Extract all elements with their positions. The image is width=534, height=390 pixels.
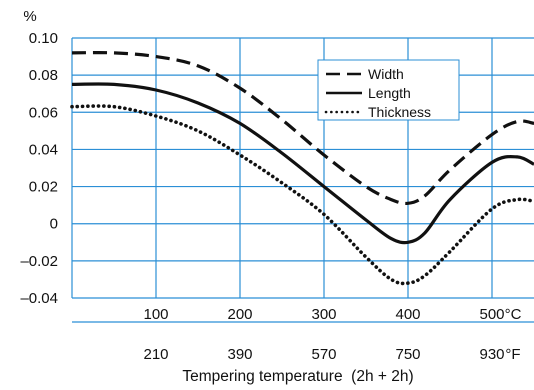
x-tick-label-celsius: 500 <box>479 306 504 323</box>
series-line-length <box>71 82 534 245</box>
y-tick-label: 0.08 <box>29 67 58 84</box>
legend-label-width: Width <box>368 66 404 82</box>
y-tick-label: 0.10 <box>29 30 58 47</box>
legend-box <box>317 59 460 121</box>
x-tick-label-celsius: 100 <box>143 306 168 323</box>
x-tick-label-celsius: 300 <box>311 306 336 323</box>
series-line-width <box>71 50 534 206</box>
series-lines <box>70 50 534 286</box>
x-tick-label-fahrenheit: 930 <box>479 346 504 363</box>
legend: Width Length Thickness <box>317 59 460 121</box>
x-tick-label-fahrenheit: 570 <box>311 346 336 363</box>
y-tick-label: 0.06 <box>29 104 58 121</box>
x-tick-label-fahrenheit: 390 <box>227 346 252 363</box>
y-tick-label: –0.04 <box>20 290 58 307</box>
y-tick-label: –0.02 <box>20 253 58 270</box>
fahrenheit-unit-label: °F <box>505 346 520 363</box>
legend-label-length: Length <box>368 85 411 101</box>
x-axis-title: Tempering temperature (2h + 2h) <box>182 368 413 385</box>
y-tick-label: 0 <box>50 216 58 233</box>
x-tick-labels: 100 200 300 400 500 °C 210 390 570 750 930 °F <box>143 306 521 363</box>
legend-label-thickness: Thickness <box>368 104 431 120</box>
series-line-thickness <box>70 104 534 286</box>
y-unit-label: % <box>23 8 36 25</box>
y-tick-labels: 0.10 0.08 0.06 0.04 0.02 0 –0.02 –0.04 <box>20 30 58 307</box>
x-tick-label-fahrenheit: 750 <box>395 346 420 363</box>
x-tick-label-fahrenheit: 210 <box>143 346 168 363</box>
y-tick-label: 0.04 <box>29 141 58 158</box>
celsius-unit-label: °C <box>505 306 522 323</box>
x-tick-label-celsius: 400 <box>395 306 420 323</box>
y-tick-label: 0.02 <box>29 179 58 196</box>
x-tick-label-celsius: 200 <box>227 306 252 323</box>
